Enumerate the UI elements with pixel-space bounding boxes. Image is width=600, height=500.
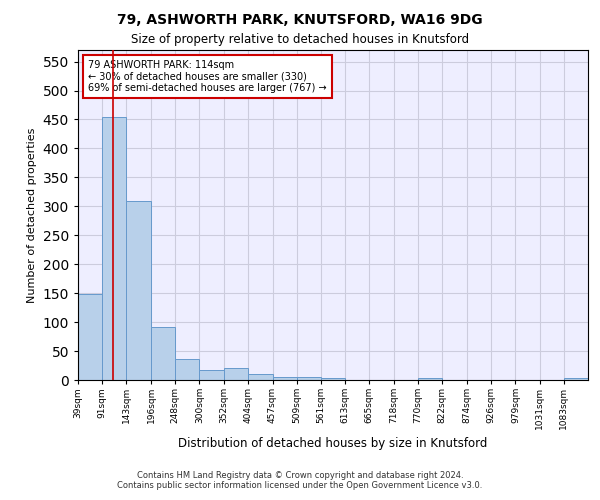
Bar <box>418 378 442 380</box>
Bar <box>272 377 297 380</box>
Bar <box>564 378 588 380</box>
Text: 79 ASHWORTH PARK: 114sqm
← 30% of detached houses are smaller (330)
69% of semi-: 79 ASHWORTH PARK: 114sqm ← 30% of detach… <box>88 60 327 93</box>
X-axis label: Distribution of detached houses by size in Knutsford: Distribution of detached houses by size … <box>178 438 488 450</box>
Text: Size of property relative to detached houses in Knutsford: Size of property relative to detached ho… <box>131 32 469 46</box>
Bar <box>248 374 272 380</box>
Y-axis label: Number of detached properties: Number of detached properties <box>27 128 37 302</box>
Bar <box>78 294 102 380</box>
Bar <box>297 376 321 380</box>
Bar <box>127 200 151 380</box>
Text: 79, ASHWORTH PARK, KNUTSFORD, WA16 9DG: 79, ASHWORTH PARK, KNUTSFORD, WA16 9DG <box>117 12 483 26</box>
Bar <box>224 368 248 380</box>
Bar <box>175 358 199 380</box>
Bar <box>151 328 175 380</box>
Bar <box>321 378 345 380</box>
Bar <box>102 116 127 380</box>
Bar <box>199 370 224 380</box>
Text: Contains HM Land Registry data © Crown copyright and database right 2024.
Contai: Contains HM Land Registry data © Crown c… <box>118 470 482 490</box>
